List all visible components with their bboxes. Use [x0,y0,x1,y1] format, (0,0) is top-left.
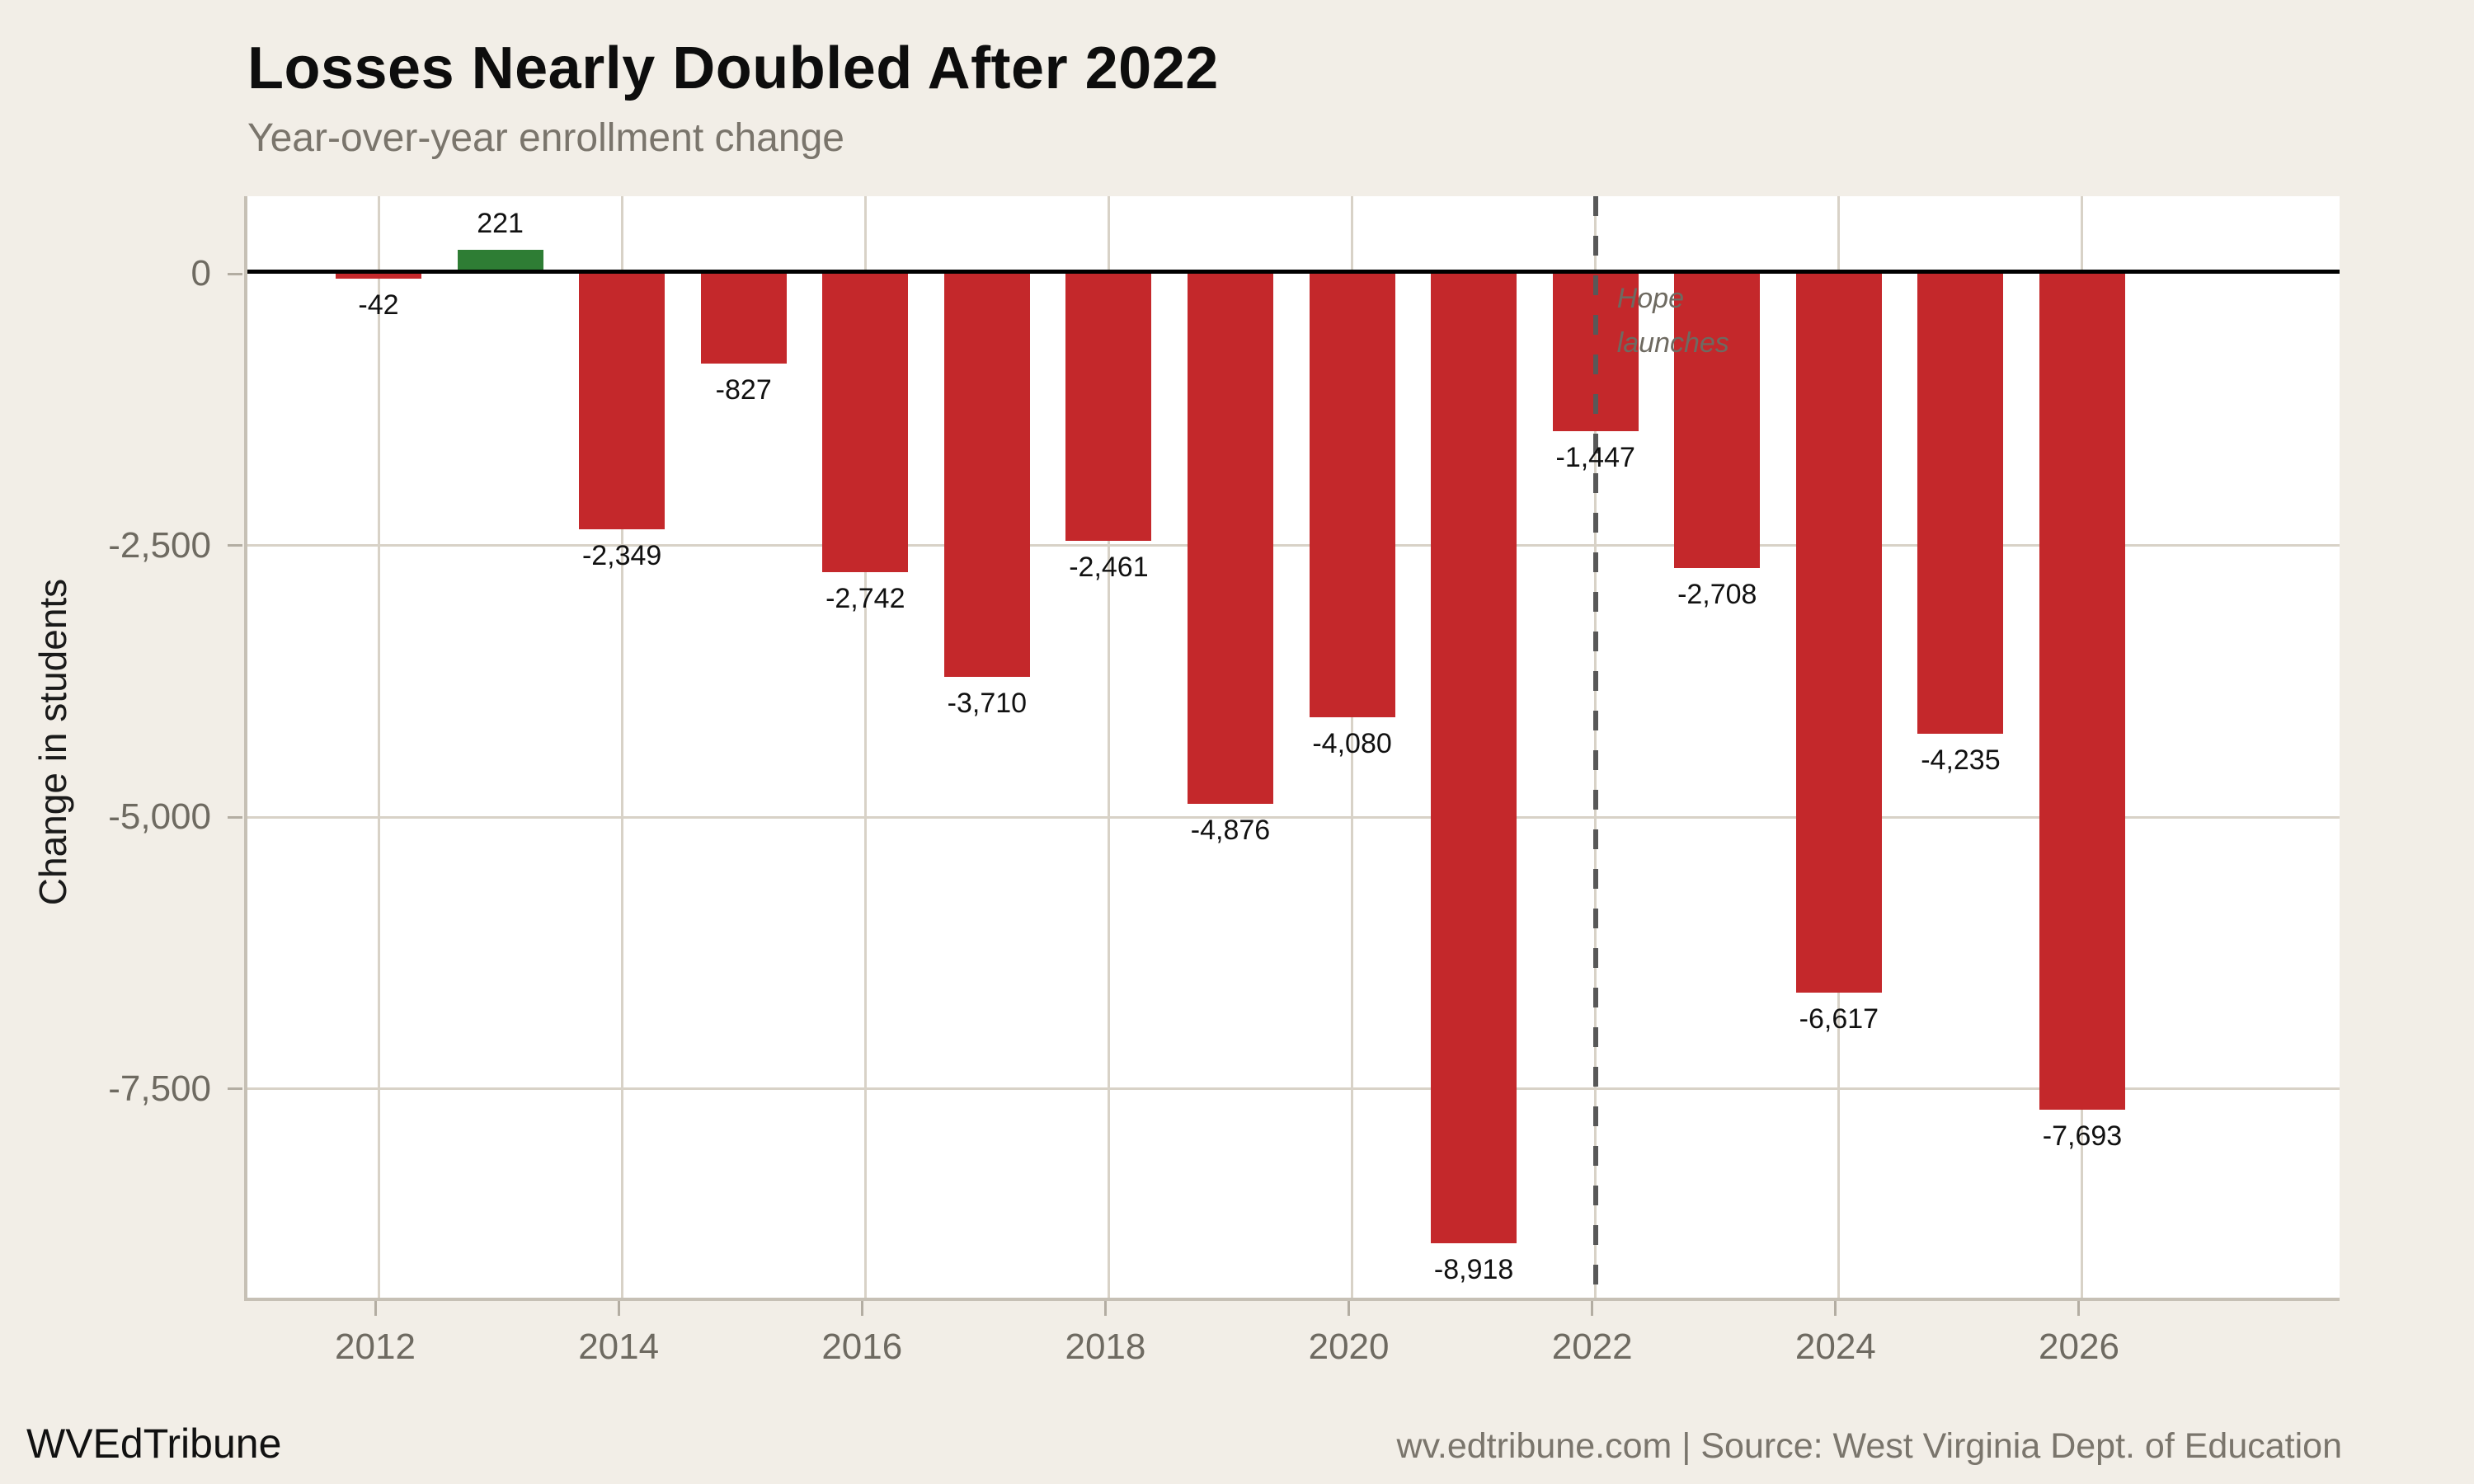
gridline-y--2500 [247,544,2340,547]
bar-value-label-2016: -2,742 [825,582,905,614]
bar-2025 [1917,272,2004,735]
y-tick-mark-0 [228,272,242,275]
bar-value-label-2023: -2,708 [1677,579,1757,611]
chart-subtitle: Year-over-year enrollment change [247,116,844,160]
annotation-line-0: Hope [1616,283,1684,314]
gridline-x-2016 [863,196,867,1298]
x-tick-mark-2012 [374,1301,377,1316]
bar-2021 [1431,272,1517,1243]
bar-2020 [1309,272,1395,717]
x-tick-label-2026: 2026 [2039,1327,2119,1367]
bar-value-label-2014: -2,349 [581,539,662,571]
gridline-y--7500 [247,1087,2340,1091]
bar-2018 [1065,272,1152,542]
bar-2019 [1187,272,1273,804]
footer-source: wv.edtribune.com | Source: West Virginia… [1396,1426,2342,1466]
bar-value-label-2012: -42 [358,289,399,321]
bar-2026 [2039,272,2125,1111]
bar-value-label-2022: -1,447 [1555,441,1635,473]
gridline-x-2012 [377,196,380,1298]
bar-2014 [579,272,666,529]
bar-value-label-2013: 221 [477,207,524,239]
x-tick-label-2012: 2012 [335,1327,416,1367]
zero-line [247,270,2340,274]
y-tick-mark--2500 [228,544,242,547]
y-axis-title: Change in students [31,578,74,906]
x-tick-label-2014: 2014 [578,1327,660,1367]
x-tick-label-2018: 2018 [1065,1327,1146,1367]
y-tick-label--5000: -5,000 [108,796,211,838]
x-tick-label-2016: 2016 [821,1327,903,1367]
gridline-x-2020 [1351,196,1354,1298]
gridline-x-2014 [620,196,623,1298]
gridline-x-2018 [1107,196,1110,1298]
x-tick-mark-2024 [1834,1301,1837,1316]
bar-2016 [822,272,909,572]
y-tick-mark--5000 [228,815,242,819]
y-tick-mark--7500 [228,1087,242,1091]
bar-2013 [457,249,543,272]
bar-value-label-2020: -4,080 [1312,727,1392,759]
bar-value-label-2021: -8,918 [1433,1253,1514,1285]
bar-2023 [1674,272,1761,569]
chart-title: Losses Nearly Doubled After 2022 [247,35,1219,101]
bar-value-label-2018: -2,461 [1069,552,1149,584]
x-tick-mark-2022 [1591,1301,1594,1316]
annotation-line-1: launches [1616,327,1729,359]
y-tick-label--7500: -7,500 [108,1068,211,1109]
bar-value-label-2015: -827 [715,374,772,406]
x-tick-mark-2016 [860,1301,863,1316]
x-tick-mark-2026 [2077,1301,2081,1316]
x-tick-label-2022: 2022 [1551,1327,1633,1367]
y-tick-label-0: 0 [190,253,211,294]
bar-2012 [336,272,421,279]
footer-brand: WVEdTribune [26,1421,282,1467]
x-tick-mark-2014 [617,1301,620,1316]
x-tick-label-2024: 2024 [1794,1327,1876,1367]
bar-value-label-2026: -7,693 [2042,1120,2123,1153]
plot-area: -42 221 -2,349 -827 -2,742 -3,710 -2,461 -4,876… [244,196,2340,1301]
y-tick-label--2500: -2,500 [108,524,211,566]
bar-value-label-2025: -4,235 [1921,744,2001,777]
bar-value-label-2017: -3,710 [947,688,1028,720]
x-tick-label-2020: 2020 [1308,1327,1390,1367]
bar-2024 [1795,272,1882,993]
bar-value-label-2024: -6,617 [1799,1003,1879,1036]
hope-launch-vline [1592,196,1598,1298]
bar-value-label-2019: -4,876 [1190,814,1271,846]
bar-2015 [700,272,787,364]
x-tick-mark-2020 [1348,1301,1351,1316]
gridline-y--5000 [247,815,2340,819]
bar-2017 [943,272,1030,678]
x-tick-mark-2018 [1103,1301,1107,1316]
